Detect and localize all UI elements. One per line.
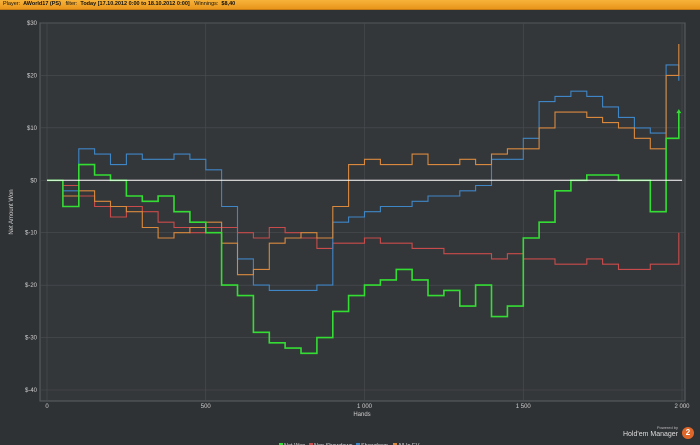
filter-value[interactable]: Today [17.10.2012 0:00 to 18.10.2012 0:0… <box>80 1 190 7</box>
legend-swatch-showdown <box>356 443 360 445</box>
legend-label-all-in-ev: All-In EV <box>398 443 420 445</box>
powered-by-text: Powered by <box>656 425 678 430</box>
net-won-graph: $30 $20 $10 $0 $-10 $-20 $-30 $-40 0 500 1 000 1 5… <box>9 21 690 445</box>
y-tick-label: $-10 <box>25 231 38 237</box>
y-axis-ticks: $30 $20 $10 $0 $-10 $-20 $-30 $-40 <box>25 21 38 394</box>
x-tick-label: 1 500 <box>516 404 532 410</box>
legend-label-non-showdown: Non Showdown <box>314 443 353 445</box>
x-tick-label: 0 <box>45 404 49 410</box>
y-tick-label: $-40 <box>25 388 38 394</box>
player-label: Player: <box>3 1 21 7</box>
brand-logo-icon: 2 <box>682 427 694 439</box>
header-bar: Player: AWorld17 (PS) filter: Today [17.10… <box>0 0 700 10</box>
legend-swatch-net-won <box>279 443 283 445</box>
x-tick-label: 2 000 <box>674 404 690 410</box>
branding: Powered by Hold'em Manager 2 <box>622 423 696 443</box>
brand-name: Hold'em Manager <box>622 431 678 438</box>
y-tick-label: $-30 <box>25 336 38 342</box>
series-lines <box>47 44 682 355</box>
header-text: Player: AWorld17 (PS) filter: Today [17.10… <box>3 0 238 9</box>
all-in-ev-line <box>47 44 680 276</box>
legend: Net Won Non Showdown Showdown All-In EV <box>279 443 420 445</box>
legend-swatch-non-showdown <box>309 443 313 445</box>
legend-label-showdown: Showdown <box>361 443 388 445</box>
filter-label: filter: <box>65 1 78 7</box>
x-tick-label: 1 000 <box>357 404 373 410</box>
legend-swatch-all-in-ev <box>393 443 397 445</box>
net-won-line <box>47 112 680 355</box>
y-axis-title: Net Amount Won <box>9 189 15 234</box>
player-value[interactable]: AWorld17 (PS) <box>23 1 61 7</box>
legend-label-net-won: Net Won <box>284 443 305 445</box>
y-tick-label: $20 <box>27 73 38 79</box>
y-tick-label: $0 <box>30 178 37 184</box>
y-tick-label: $10 <box>27 126 38 132</box>
winnings-label: Winnings: <box>194 1 219 7</box>
x-axis-title: Hands <box>353 412 370 418</box>
x-tick-label: 500 <box>201 404 212 410</box>
y-tick-label: $-20 <box>25 283 38 289</box>
x-axis-ticks: 0 500 1 000 1 500 2 000 <box>45 404 690 410</box>
net-won-end-arrow <box>676 109 682 114</box>
showdown-line <box>47 64 680 291</box>
winnings-value: $8,40 <box>221 1 236 7</box>
y-tick-label: $30 <box>27 21 38 27</box>
grid-lines <box>40 22 685 401</box>
